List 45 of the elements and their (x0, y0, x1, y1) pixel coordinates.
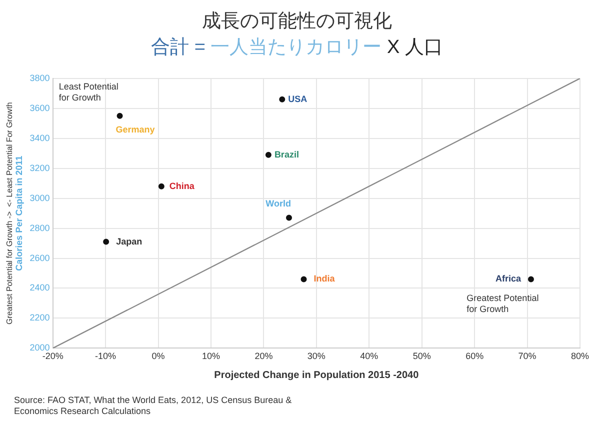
point (265, 152, 272, 158)
chart-title: 成長の可能性の可視化 (201, 10, 393, 34)
point (103, 238, 110, 245)
point (158, 183, 164, 190)
series-label: Germany (116, 124, 155, 134)
x-tick-label: 0% (152, 351, 165, 362)
point (279, 96, 286, 102)
x-tick-label: 70% (518, 351, 536, 362)
y-tick-label: 2000 (30, 342, 50, 353)
y-tick-label: 2800 (30, 222, 50, 233)
x-tick-label: -10% (95, 351, 116, 362)
y-tick-label: 3600 (30, 102, 50, 113)
series-label: Brazil (274, 149, 299, 160)
y-tick-label: 3000 (30, 192, 50, 203)
source-note: Source: FAO STAT, What the World Eats, 2012, US Census Bureau & Economics Research Calculations (14, 395, 293, 417)
x-tick-label: 30% (307, 351, 326, 362)
y-axis-title: Calories Per Capita in 2011 (14, 156, 24, 271)
annotation: Greatest Potential for Growth (466, 293, 539, 314)
x-tick-label: 40% (360, 351, 378, 362)
series-label: China (169, 180, 196, 191)
series-label: India (314, 274, 336, 284)
series-label: USA (288, 94, 308, 104)
y-tick-label: 2600 (30, 252, 50, 263)
y-tick-label: 3200 (30, 162, 50, 173)
x-tick-label: 10% (202, 351, 220, 362)
x-tick-label: 60% (466, 351, 484, 362)
series-label: Africa (495, 274, 522, 284)
point (300, 276, 307, 282)
x-axis-title: Projected Change in Population 2015 -2040 (214, 370, 420, 381)
point (528, 276, 534, 282)
text: Greatest Potential for Growth -> <- Least Potential For Growth (5, 102, 14, 324)
x-tick-label: 50% (412, 351, 431, 362)
point (286, 214, 292, 221)
x-tick-label: 20% (254, 351, 273, 362)
y-tick-label: 2200 (30, 312, 50, 323)
x-tick-label: -20% (42, 351, 64, 362)
y-tick-label: 2400 (30, 282, 50, 293)
y-tick-label: 3400 (30, 132, 50, 143)
point (116, 112, 123, 119)
x-tick-label: 80% (570, 351, 590, 362)
series-label: Japan (116, 236, 142, 246)
series-label: World (266, 198, 291, 208)
annotation: Least Potential for Growth (58, 81, 118, 102)
y-tick-label: 3800 (30, 72, 50, 83)
chart-subtitle: 合計 = 一人当たりカロリー X 人口 (151, 37, 443, 58)
